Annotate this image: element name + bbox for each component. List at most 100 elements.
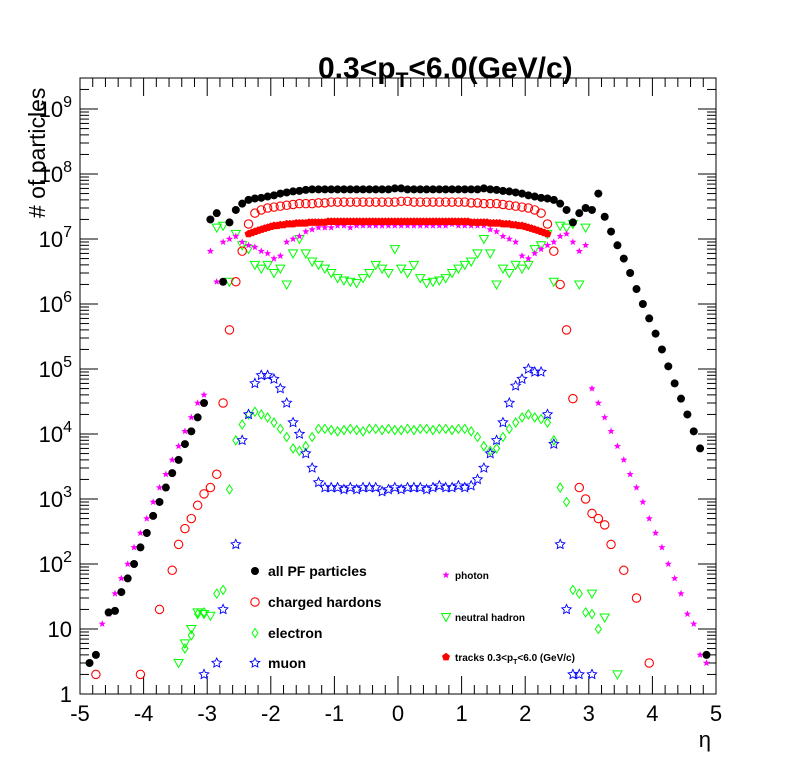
neutral-point bbox=[179, 639, 191, 649]
all-point bbox=[600, 212, 609, 221]
muon-point bbox=[280, 396, 293, 408]
x-tick-labels: -5 -4 -3 -2 -1 0 1 2 3 4 5 bbox=[70, 701, 722, 726]
all-point bbox=[142, 528, 151, 537]
neutral-point bbox=[446, 268, 458, 279]
electron-point bbox=[505, 423, 513, 435]
all-point bbox=[651, 329, 660, 338]
series-photon bbox=[85, 220, 711, 667]
legend: all PF particles charged hardons electron m… bbox=[249, 563, 575, 671]
electron-point bbox=[588, 608, 596, 620]
photon-point bbox=[397, 221, 405, 229]
all-point bbox=[524, 191, 533, 200]
y-tick-label: 104 bbox=[39, 419, 72, 447]
electron-point bbox=[181, 643, 189, 654]
legend-label-tracks: tracks 0.3<pT<6.0 (GeV/c) bbox=[455, 653, 575, 666]
all-point bbox=[479, 184, 488, 193]
neutral-point bbox=[573, 280, 585, 290]
charged-point bbox=[542, 219, 553, 229]
all-point bbox=[346, 185, 355, 194]
electron-point bbox=[327, 424, 335, 436]
photon-point bbox=[143, 514, 151, 522]
neutral-point bbox=[262, 260, 273, 271]
electron-point bbox=[550, 434, 558, 446]
charged-point bbox=[568, 393, 578, 404]
charged-point bbox=[644, 658, 654, 668]
neutral-point bbox=[383, 268, 394, 279]
all-point bbox=[492, 185, 501, 194]
legend-entry-tracks: tracks 0.3<pT<6.0 (GeV/c) bbox=[442, 652, 575, 666]
charged-point bbox=[262, 203, 273, 213]
all-point bbox=[543, 194, 552, 203]
photon-point bbox=[130, 543, 138, 551]
muon-point bbox=[287, 416, 299, 428]
photon-point bbox=[632, 483, 641, 491]
electron-point bbox=[213, 588, 221, 600]
legend-entry-neutral: neutral hadron bbox=[440, 613, 525, 624]
muon-point bbox=[586, 668, 598, 680]
neutral-point bbox=[173, 658, 184, 669]
photon-point bbox=[461, 221, 469, 229]
photon-point bbox=[410, 221, 418, 229]
all-point bbox=[104, 608, 113, 617]
legend-label-all: all PF particles bbox=[268, 563, 367, 579]
charged-point bbox=[517, 202, 527, 212]
neutral-point bbox=[274, 264, 286, 275]
electron-point bbox=[187, 629, 195, 641]
muon-point bbox=[299, 447, 312, 459]
muon-point bbox=[217, 603, 229, 615]
neutral-point bbox=[185, 625, 197, 635]
electron-point bbox=[499, 431, 507, 443]
all-point bbox=[441, 185, 450, 194]
series-charged bbox=[91, 196, 654, 680]
electron-point bbox=[283, 431, 291, 443]
all-point bbox=[257, 193, 266, 202]
photon-point bbox=[582, 241, 590, 249]
all-point bbox=[206, 215, 215, 224]
muon-point bbox=[389, 481, 401, 493]
electron-point bbox=[435, 423, 443, 435]
electron-point bbox=[429, 424, 437, 436]
photon-point bbox=[155, 483, 164, 491]
neutral-point bbox=[465, 257, 477, 268]
all-point bbox=[530, 192, 539, 201]
all-point bbox=[180, 440, 189, 449]
charged-point bbox=[320, 198, 330, 208]
charged-point bbox=[154, 604, 165, 615]
photon-point bbox=[353, 221, 361, 229]
all-point bbox=[365, 185, 374, 194]
photon-point bbox=[384, 221, 393, 229]
all-point bbox=[537, 193, 546, 202]
all-point bbox=[645, 314, 654, 323]
photon-point bbox=[683, 610, 691, 618]
muon-point bbox=[503, 396, 516, 408]
photon-point bbox=[537, 245, 545, 253]
all-point bbox=[397, 184, 406, 193]
photon-point bbox=[321, 223, 329, 231]
electron-point bbox=[314, 423, 323, 435]
charged-point bbox=[390, 197, 400, 207]
x-tick-label: 2 bbox=[519, 701, 531, 726]
charged-point bbox=[301, 198, 311, 209]
x-tick-label: -1 bbox=[325, 701, 345, 726]
muon-point bbox=[236, 434, 248, 446]
photon-point bbox=[340, 221, 348, 229]
electron-point bbox=[423, 423, 431, 435]
all-point bbox=[123, 574, 132, 583]
electron-point bbox=[582, 607, 590, 618]
neutral-point bbox=[478, 235, 490, 245]
charged-point bbox=[593, 513, 604, 524]
muon-point bbox=[414, 481, 427, 493]
charged-point bbox=[447, 197, 457, 207]
all-point bbox=[168, 469, 177, 478]
neutral-point bbox=[205, 611, 216, 622]
all-point bbox=[403, 185, 412, 194]
charged-point bbox=[561, 325, 572, 335]
muon-point bbox=[261, 369, 274, 381]
muon-point bbox=[331, 481, 344, 493]
charged-point bbox=[377, 197, 387, 207]
all-point bbox=[314, 185, 323, 194]
charged-point bbox=[383, 197, 394, 207]
all-point bbox=[187, 427, 196, 436]
photon-point bbox=[486, 225, 494, 233]
all-point bbox=[390, 184, 399, 193]
